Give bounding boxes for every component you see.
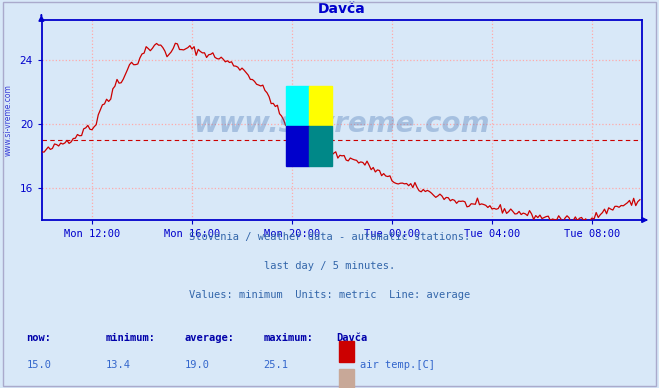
Bar [286, 86, 309, 126]
Text: Slovenia / weather data - automatic stations.: Slovenia / weather data - automatic stat… [189, 232, 470, 242]
Title: Davča: Davča [318, 2, 366, 16]
Text: 13.4: 13.4 [105, 360, 130, 371]
Text: Values: minimum  Units: metric  Line: average: Values: minimum Units: metric Line: aver… [189, 290, 470, 300]
Text: last day / 5 minutes.: last day / 5 minutes. [264, 261, 395, 271]
Text: 19.0: 19.0 [185, 360, 210, 371]
Text: average:: average: [185, 333, 235, 343]
Bar [309, 86, 331, 126]
Text: www.si-vreme.com: www.si-vreme.com [194, 110, 490, 138]
Bar [309, 126, 331, 166]
Bar [286, 126, 309, 166]
Text: maximum:: maximum: [264, 333, 314, 343]
Text: minimum:: minimum: [105, 333, 156, 343]
Text: air temp.[C]: air temp.[C] [360, 360, 436, 371]
Text: now:: now: [26, 333, 51, 343]
Text: 15.0: 15.0 [26, 360, 51, 371]
Text: Davča: Davča [336, 333, 367, 343]
Text: 25.1: 25.1 [264, 360, 289, 371]
Text: www.si-vreme.com: www.si-vreme.com [4, 84, 13, 156]
